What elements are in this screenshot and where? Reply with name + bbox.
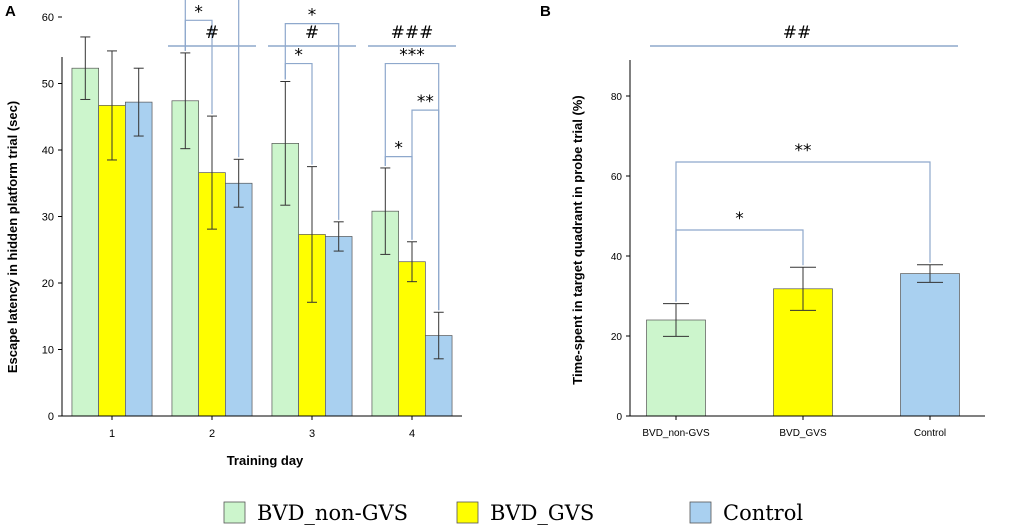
panel-a-group-annotations: # # ### [168,23,456,46]
legend-label: BVD_non-GVS [257,501,408,525]
panel-b-y-tick-label: 40 [611,252,623,263]
legend-swatch [457,502,478,523]
panel-a-y-tick-label: 50 [42,79,54,91]
panel-a-y-tick-label: 30 [42,212,54,224]
significance-label: ** [417,92,434,112]
legend-swatch [690,502,711,523]
bar-control-day-1 [125,102,152,416]
panel-a-x-tick-label: 1 [109,428,115,440]
legend-label: Control [723,501,803,525]
panel-a-x-axis-label: Training day [227,453,304,468]
panel-b-group-annotation: ## [650,23,958,46]
group-annotation: ### [368,23,456,46]
panel-a-y-axis: 0 10 20 30 40 50 60 [42,12,62,423]
bar-bvd-non-gvs-day-1 [72,68,99,416]
group-annotation: ## [650,23,958,46]
panel-b-y-axis: 0 20 40 60 80 [611,60,630,423]
panel-a-y-tick-label: 20 [42,278,54,290]
significance-bracket: * [676,209,803,302]
figure: A 0102030405060 ********** ##### 1234 Es… [0,0,1021,531]
group-annotation-label: # [305,23,319,43]
panel-b-y-tick-label: 80 [611,92,623,103]
significance-label: * [394,139,403,159]
bar-control-day-2 [225,183,252,416]
legend-item-bvd-gvs: BVD_GVS [457,501,594,525]
panel-a-y-tick-label: 40 [42,145,54,157]
significance-label: * [294,46,303,66]
panel-b-x-tick-label: BVD_non-GVS [642,428,710,439]
panel-b-x-axis: BVD_non-GVS BVD_GVS Control [630,416,985,439]
significance-label: ** [795,141,812,161]
panel-a-letter: A [5,3,16,20]
panel-a-y-tick-label: 60 [42,12,54,24]
group-annotation-label: ### [391,23,434,43]
panel-b-y-axis-label: Time-spent in target quadrant in probe t… [570,95,585,384]
bar-control [901,274,960,416]
significance-label: * [194,2,203,22]
panel-b-y-tick-label: 0 [616,412,622,423]
panel-a-y-tick-label: 10 [42,345,54,357]
panel-a-x-tick-label: 3 [309,428,315,440]
panel-a-bars [72,68,452,416]
legend-item-control: Control [690,501,803,525]
panel-b-y-tick-label: 60 [611,172,623,183]
group-annotation: # [268,23,356,46]
panel-b-y-tick-label: 20 [611,332,623,343]
group-annotation-label: ## [783,23,812,43]
panel-a-x-tick-label: 2 [209,428,215,440]
bar-bvd-gvs-day-4 [399,262,426,416]
significance-bracket: * [185,2,212,114]
legend-label: BVD_GVS [490,501,594,525]
group-annotation-label: # [205,23,219,43]
bar-control-day-3 [325,236,352,416]
panel-b-x-tick-label: Control [914,428,946,439]
legend-swatch [224,502,245,523]
panel-a-y-axis-label: Escape latency in hidden platform trial … [5,101,20,373]
panel-b-x-tick-label: BVD_GVS [779,428,827,439]
legend: BVD_non-GVS BVD_GVS Control [224,501,803,525]
significance-label: *** [399,46,425,66]
panel-a-x-axis: 1 2 3 4 [62,416,462,440]
panel-a-x-tick-label: 4 [409,428,415,440]
legend-item-bvd-non-gvs: BVD_non-GVS [224,501,408,525]
group-annotation: # [168,23,256,46]
significance-label: * [735,209,744,229]
panel-b-letter: B [540,3,551,20]
panel-a-y-tick-label: 0 [48,411,54,423]
